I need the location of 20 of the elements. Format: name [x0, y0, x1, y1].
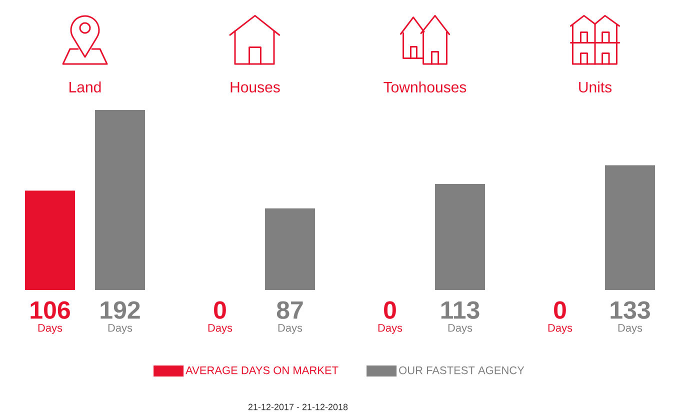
data-label: 0 $_{Days}$ [378, 301, 402, 334]
bar [25, 190, 75, 290]
data-label: 192 Days [100, 301, 140, 334]
x-tick-label: Units [579, 81, 612, 92]
text: 21-12-2017 - 21-12-2018 [248, 404, 348, 410]
x-tick-label: Townhouses [384, 81, 466, 92]
x-tick-label: Land [70, 81, 101, 92]
legend-label: OUR FASTEST AGENCY [399, 366, 524, 374]
legend-label: AVERAGE DAYS ON MARKET [186, 366, 338, 374]
data-label: 0 $_{Days}$ [208, 301, 232, 334]
data-label: 87 Days [276, 301, 303, 334]
data-label: 133 Days [610, 301, 650, 334]
x-tick-label: Houses [230, 82, 280, 92]
bar [95, 110, 146, 290]
bar [265, 208, 316, 290]
data-label: 0 $_{Days}$ [548, 301, 572, 334]
data-label: 113 Days [441, 301, 480, 334]
bar [605, 165, 656, 290]
bar [435, 184, 486, 290]
data-label: 106 Days [30, 301, 70, 334]
